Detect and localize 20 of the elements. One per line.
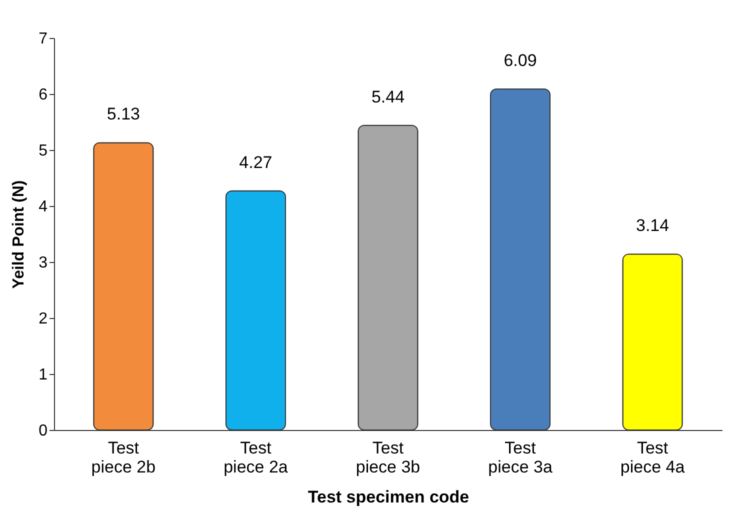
data-label: 5.13 — [106, 104, 140, 124]
y-tick-label: 2 — [38, 310, 48, 328]
data-label: 6.09 — [504, 50, 537, 70]
y-tick-label: 5 — [38, 142, 48, 160]
data-label: 3.14 — [636, 216, 670, 236]
y-axis-title: Yeild Point (N) — [10, 180, 28, 289]
x-tick-label: Test piece 3a — [488, 438, 553, 476]
y-tick-label: 6 — [38, 86, 48, 104]
x-tick-label: Test piece 3b — [356, 438, 420, 476]
x-tick-label: Test piece 2b — [91, 438, 156, 476]
x-axis-title: Test specimen code — [308, 488, 470, 506]
x-tick-label: Test piece 2a — [224, 438, 288, 476]
y-tick-label: 1 — [38, 366, 48, 384]
data-label: 4.27 — [239, 152, 272, 172]
x-tick-label: Test piece 4a — [620, 438, 686, 476]
y-tick-label: 3 — [38, 254, 48, 272]
data-label: 5.44 — [371, 87, 405, 106]
y-tick-label: 4 — [38, 198, 48, 216]
y-tick-label: 0 — [38, 422, 48, 440]
y-tick-label: 7 — [38, 30, 48, 48]
